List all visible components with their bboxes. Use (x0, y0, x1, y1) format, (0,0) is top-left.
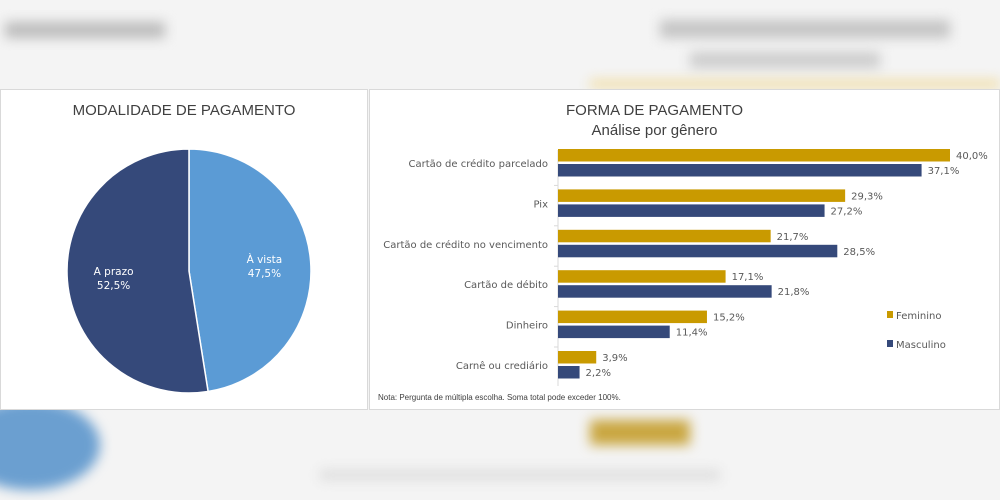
blurred-background-text (320, 470, 720, 480)
blurred-background-text (690, 52, 880, 68)
data-label-feminino-3: 17,1% (732, 272, 764, 283)
data-label-masculino-0: 37,1% (928, 166, 960, 177)
pie-value-0: 47,5% (248, 268, 281, 280)
pie-label-0: À vista (247, 253, 283, 266)
bar-masculino-5 (558, 366, 580, 379)
data-label-feminino-5: 3,9% (602, 353, 627, 364)
data-label-masculino-1: 27,2% (831, 206, 863, 217)
pie-chart-panel: MODALIDADE DE PAGAMENTO À vista 47,5% A pr… (0, 89, 368, 410)
blurred-background-text (660, 20, 950, 38)
legend-swatch-feminino (887, 311, 893, 318)
chart-note: Nota: Pergunta de múltipla escolha. Soma… (378, 393, 621, 402)
category-label-5: Carnê ou crediário (456, 360, 548, 372)
blurred-background-band (590, 80, 1000, 88)
bar-feminino-4 (558, 310, 707, 324)
legend-swatch-masculino (887, 340, 893, 347)
pie-chart: À vista 47,5% A prazo 52,5% (66, 148, 312, 394)
pie-chart-title: MODALIDADE DE PAGAMENTO (72, 102, 296, 119)
bar-masculino-0 (558, 164, 922, 177)
category-label-0: Cartão de crédito parcelado (408, 158, 548, 170)
bar-chart: Cartão de crédito parcelado 40,0% 37,1% Pix… (383, 149, 988, 386)
bar-feminino-0 (558, 149, 950, 162)
bar-chart-subtitle: Análise por gênero (591, 122, 718, 139)
bar-chart-title: FORMA DE PAGAMENTO (566, 102, 743, 119)
bar-masculino-4 (558, 325, 670, 339)
bar-masculino-2 (558, 244, 838, 258)
bar-feminino-2 (558, 229, 771, 243)
bar-chart-panel: FORMA DE PAGAMENTO Análise por gênero Ca… (369, 89, 1000, 410)
pie-slice-1 (66, 148, 209, 394)
pie-label-1: A prazo (94, 266, 134, 278)
data-label-feminino-0: 40,0% (956, 151, 988, 162)
data-label-feminino-4: 15,2% (713, 313, 745, 324)
data-label-masculino-3: 21,8% (778, 287, 810, 298)
blurred-background-bar (590, 420, 690, 445)
bar-feminino-1 (558, 189, 846, 202)
bar-feminino-3 (558, 270, 726, 283)
category-label-2: Cartão de crédito no vencimento (383, 239, 548, 251)
category-label-4: Dinheiro (506, 321, 548, 332)
legend-label-masculino: Masculino (896, 340, 946, 351)
category-label-1: Pix (533, 199, 548, 210)
data-label-feminino-2: 21,7% (777, 232, 809, 243)
bar-feminino-5 (558, 351, 597, 364)
blurred-background-text (5, 22, 165, 38)
data-label-masculino-2: 28,5% (843, 247, 875, 258)
pie-slice-0 (188, 148, 312, 393)
data-label-masculino-5: 2,2% (586, 368, 611, 379)
bar-masculino-1 (558, 204, 825, 217)
data-label-masculino-4: 11,4% (676, 328, 708, 339)
legend-label-feminino: Feminino (896, 311, 941, 322)
bar-masculino-3 (558, 285, 772, 298)
category-label-3: Cartão de débito (464, 279, 548, 291)
pie-value-1: 52,5% (97, 280, 130, 292)
data-label-feminino-1: 29,3% (851, 191, 883, 202)
blurred-background-pie (0, 400, 100, 490)
